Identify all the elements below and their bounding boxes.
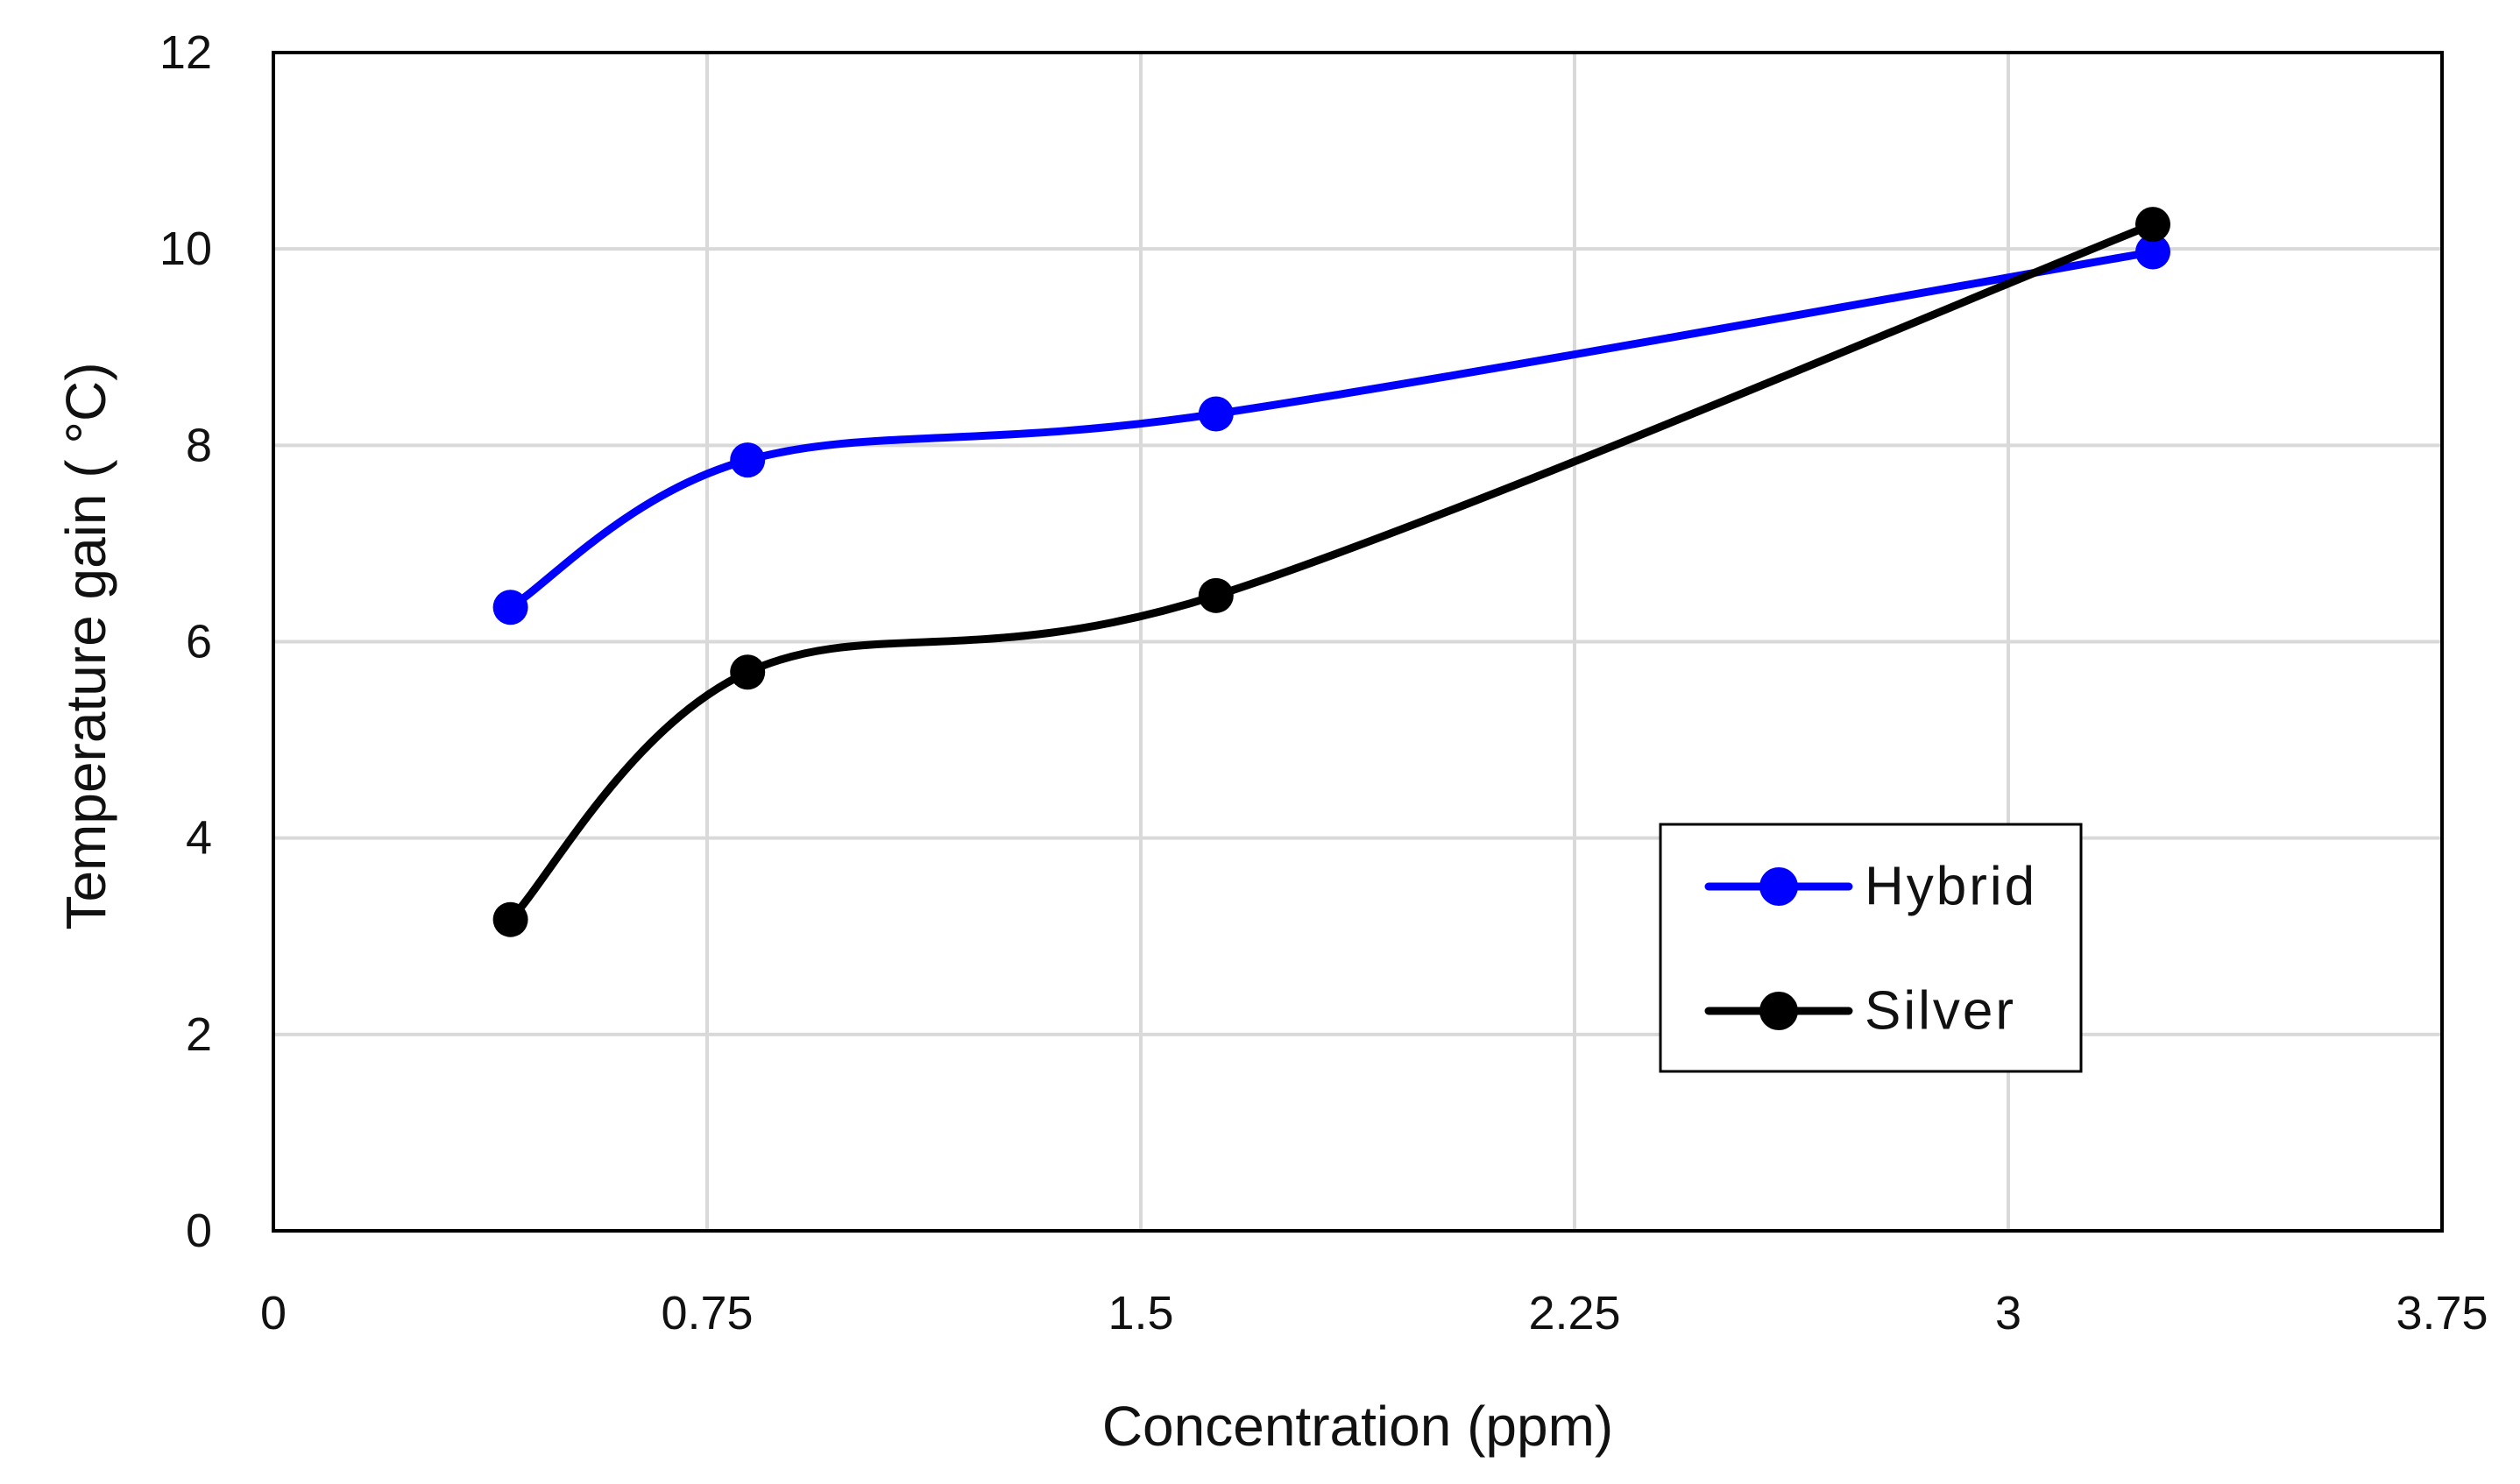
x-axis-title: Concentration (ppm)	[1102, 1395, 1613, 1458]
data-point-silver	[492, 901, 528, 937]
series-line-hybrid	[508, 248, 2154, 611]
data-point-hybrid	[492, 590, 528, 625]
y-tick-label: 8	[186, 419, 212, 471]
legend-box	[1659, 823, 2083, 1073]
y-tick-label: 6	[186, 616, 212, 668]
gridlines	[273, 53, 2442, 1231]
data-point-silver	[2135, 207, 2170, 243]
data-point-hybrid	[1198, 396, 1234, 432]
y-axis-title: Temperature gain ( °C)	[54, 362, 117, 929]
series-hybrid	[492, 234, 2170, 625]
x-tick-label: 0.75	[661, 1287, 753, 1339]
legend: Hybrid Silver	[1659, 823, 2083, 1073]
y-tick-label: 10	[159, 223, 212, 275]
series-silver	[492, 207, 2170, 937]
data-point-hybrid	[730, 442, 766, 478]
series-layer	[492, 207, 2170, 937]
x-tick-label: 3	[1995, 1287, 2021, 1339]
y-tick-label: 12	[159, 26, 212, 79]
data-point-silver	[1198, 577, 1234, 613]
data-point-silver	[730, 654, 766, 690]
x-tick-label: 3.75	[2396, 1287, 2488, 1339]
legend-marker-silver	[1759, 992, 1798, 1030]
legend-label-silver: Silver	[1865, 981, 2016, 1042]
series-line-silver	[507, 220, 2155, 922]
plot-area-frame	[272, 51, 2444, 1233]
y-tick-label: 4	[186, 812, 212, 865]
y-tick-label: 2	[186, 1008, 212, 1061]
legend-label-hybrid: Hybrid	[1865, 857, 2037, 917]
y-tick-label: 0	[186, 1205, 212, 1257]
legend-marker-hybrid	[1759, 867, 1798, 906]
tick-labels: 0 0.75 1.5 2.25 3 3.75 0 2 4 6 8 10 12	[159, 26, 2488, 1339]
x-tick-label: 2.25	[1528, 1287, 1620, 1339]
x-tick-label: 0	[260, 1287, 287, 1339]
x-tick-label: 1.5	[1108, 1287, 1173, 1339]
data-point-hybrid	[2135, 234, 2170, 270]
